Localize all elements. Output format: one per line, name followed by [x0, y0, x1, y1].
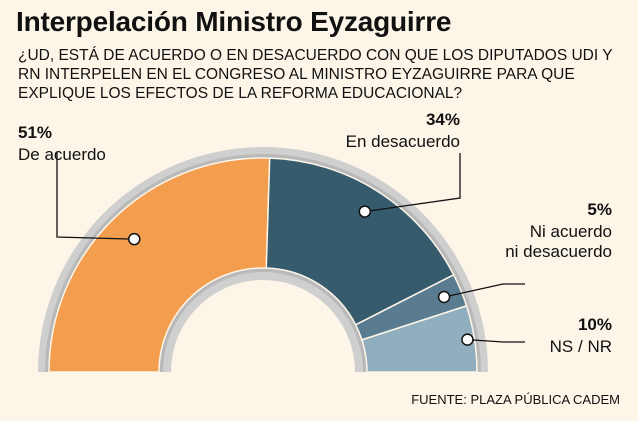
slice-ns-nr — [360, 304, 478, 373]
pct-label: 5% — [587, 200, 612, 219]
category-label: Ni acuerdo — [530, 222, 612, 241]
pct-label: 10% — [578, 315, 612, 334]
survey-question: ¿UD, ESTÁ DE ACUERDO O EN DESACUERDO CON… — [18, 47, 613, 102]
source-note: FUENTE: PLAZA PÚBLICA CADEM — [411, 392, 620, 407]
slice-de-acuerdo — [48, 157, 271, 373]
marker-dot — [128, 232, 141, 246]
category-label: ni desacuerdo — [505, 242, 612, 261]
leader-line — [364, 153, 461, 213]
pct-label: 51% — [18, 123, 52, 142]
leader-lines — [56, 152, 525, 346]
marker-dot — [358, 205, 372, 218]
leader-line — [443, 283, 525, 298]
pct-label: 34% — [426, 110, 460, 129]
slice-labels: 51% De acuerdo 34% En desacuerdo 5% Ni acuerd… — [18, 110, 612, 356]
marker-dot — [461, 333, 474, 346]
leader-line — [467, 338, 525, 343]
slice-en-desacuerdo — [265, 157, 455, 326]
chart-slices — [48, 157, 478, 373]
marker-dot — [437, 290, 451, 304]
category-label: NS / NR — [550, 337, 612, 356]
category-label: En desacuerdo — [346, 132, 460, 151]
leader-line — [56, 152, 135, 240]
chart-title: Interpelación Ministro Eyzaguirre — [16, 6, 452, 37]
category-label: De acuerdo — [18, 145, 106, 164]
